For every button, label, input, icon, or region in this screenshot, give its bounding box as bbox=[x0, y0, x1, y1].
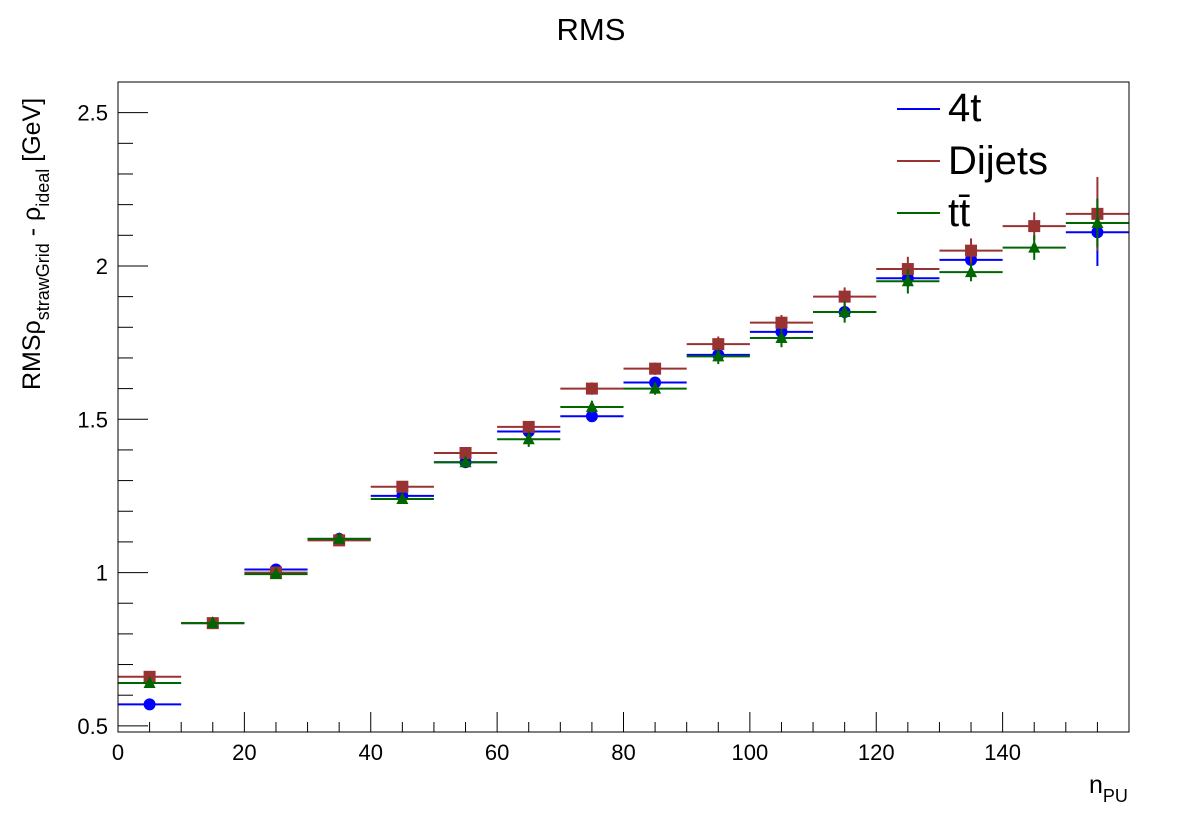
data-point bbox=[1028, 240, 1041, 253]
data-point bbox=[522, 432, 535, 445]
y-tick-label: 2.5 bbox=[77, 101, 108, 126]
legend-label-4t: 4t bbox=[948, 86, 981, 130]
data-point bbox=[522, 420, 535, 433]
data-point bbox=[206, 616, 219, 629]
data-point bbox=[333, 531, 346, 544]
y-tick-label: 1 bbox=[96, 561, 108, 586]
data-point bbox=[143, 675, 156, 688]
data-point bbox=[143, 698, 156, 711]
x-tick-label: 0 bbox=[112, 740, 124, 765]
x-tick-label: 80 bbox=[611, 740, 635, 765]
data-point bbox=[396, 491, 409, 504]
y-axis-label: RMSρstrawGrid - ρideal [GeV] bbox=[18, 98, 53, 390]
data-point bbox=[965, 265, 978, 278]
x-tick-label: 100 bbox=[732, 740, 769, 765]
data-point bbox=[649, 381, 662, 394]
data-point bbox=[712, 349, 725, 362]
axis-ticks: 0 20 40 60 80 100 120 140 0.5 1 1.5 2 2.5 bbox=[77, 81, 1098, 765]
y-tick-label: 2 bbox=[96, 254, 108, 279]
y-tick-label: 0.5 bbox=[77, 714, 108, 739]
data-point bbox=[459, 455, 472, 468]
x-tick-label: 60 bbox=[485, 740, 509, 765]
x-tick-label: 120 bbox=[858, 740, 895, 765]
data-point bbox=[775, 331, 788, 344]
data-point bbox=[838, 290, 851, 303]
x-tick-label: 140 bbox=[984, 740, 1021, 765]
legend-label-dijets: Dijets bbox=[948, 139, 1048, 183]
data-point bbox=[459, 446, 472, 459]
data-point bbox=[585, 410, 598, 423]
chart-title: RMS bbox=[557, 12, 626, 47]
x-axis-label: nPU bbox=[1089, 771, 1128, 806]
data-point bbox=[965, 244, 978, 257]
data-point bbox=[712, 338, 725, 351]
x-tick-label: 40 bbox=[359, 740, 383, 765]
data-point bbox=[901, 274, 914, 287]
data-point bbox=[269, 567, 282, 580]
plot-frame bbox=[117, 81, 1130, 733]
data-point bbox=[649, 362, 662, 375]
x-tick-label: 20 bbox=[232, 740, 256, 765]
series-2 bbox=[118, 198, 1129, 688]
data-point bbox=[1028, 220, 1041, 233]
data-point bbox=[1091, 216, 1104, 229]
data-point bbox=[585, 382, 598, 395]
data-point bbox=[838, 304, 851, 317]
data-point bbox=[396, 480, 409, 493]
plot-marks bbox=[118, 177, 1129, 711]
legend-label-ttbar: tt̄ bbox=[948, 191, 970, 235]
data-point bbox=[585, 400, 598, 412]
legend: 4t Dijets tt̄ bbox=[897, 86, 1048, 235]
data-point bbox=[775, 316, 788, 329]
y-tick-label: 1.5 bbox=[77, 407, 108, 432]
